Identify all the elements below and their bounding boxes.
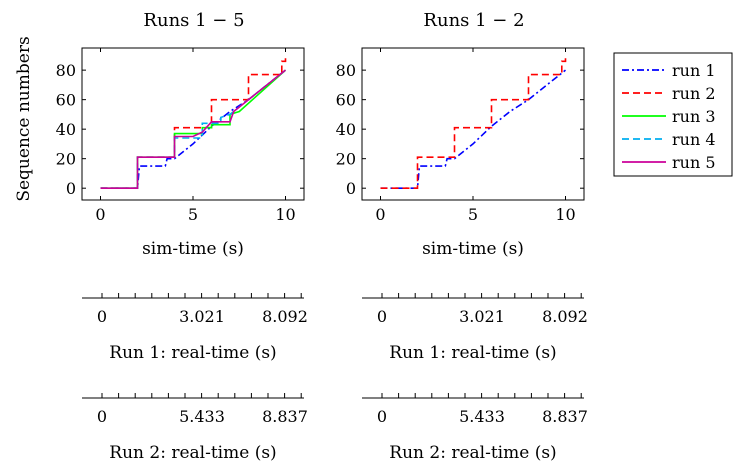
y-tick-label: 20 bbox=[56, 150, 76, 169]
series-group bbox=[100, 55, 287, 189]
series-line-run-5 bbox=[100, 69, 286, 189]
series-line-run-2 bbox=[100, 55, 287, 189]
x-axis-label: sim-time (s) bbox=[142, 239, 244, 259]
axis-tick-label: 0 bbox=[377, 307, 387, 326]
x-axis-label: sim-time (s) bbox=[422, 239, 524, 259]
series-line-run-3 bbox=[100, 69, 287, 189]
x-tick-label: 0 bbox=[375, 205, 385, 224]
real-time-axis-run2-col1: 0 5.433 8.837 Run 2: real-time (s) bbox=[82, 393, 308, 463]
axis-tick-label: 0 bbox=[97, 307, 107, 326]
y-tick-label: 80 bbox=[56, 61, 76, 80]
plot-frame bbox=[361, 47, 585, 201]
chart-panel-2: Runs 1 − 2 0 5 10 0 20 40 60 80 sim-time (s) bbox=[336, 10, 585, 259]
axis-title: Run 1: real-time (s) bbox=[109, 343, 276, 363]
chart-title: Runs 1 − 5 bbox=[143, 10, 244, 31]
axis-title: Run 1: real-time (s) bbox=[389, 343, 556, 363]
y-tick-label: 40 bbox=[336, 120, 356, 139]
x-tick-label: 5 bbox=[188, 205, 198, 224]
axis-tick-label: 0 bbox=[377, 407, 387, 426]
legend-label: run 4 bbox=[672, 130, 716, 149]
axis-title: Run 2: real-time (s) bbox=[389, 443, 556, 463]
legend-label: run 1 bbox=[672, 61, 716, 80]
real-time-axis-run1-col2: 0 3.021 8.092 Run 1: real-time (s) bbox=[362, 293, 588, 363]
x-tick-label: 0 bbox=[95, 205, 105, 224]
legend-label: run 2 bbox=[672, 84, 716, 103]
y-tick-label: 20 bbox=[336, 150, 356, 169]
series-line-run-1 bbox=[100, 69, 286, 189]
axis-title: Run 2: real-time (s) bbox=[109, 443, 276, 463]
chart-title: Runs 1 − 2 bbox=[423, 10, 524, 31]
axis-tick-label: 5.433 bbox=[179, 407, 225, 426]
axis-tick-label: 5.433 bbox=[459, 407, 505, 426]
axis-tick-label: 3.021 bbox=[459, 307, 505, 326]
legend: run 1 run 2 run 3 run 4 run 5 bbox=[613, 52, 733, 177]
axis-tick-label: 8.837 bbox=[542, 407, 588, 426]
x-tick-label: 10 bbox=[555, 205, 575, 224]
plot-frame bbox=[81, 47, 305, 201]
axis-tick-label: 0 bbox=[97, 407, 107, 426]
y-tick-label: 40 bbox=[56, 120, 76, 139]
axis-tick-label: 8.837 bbox=[262, 407, 308, 426]
legend-box bbox=[613, 52, 733, 177]
x-tick-label: 10 bbox=[275, 205, 295, 224]
y-tick-label: 0 bbox=[346, 179, 356, 198]
series-line-run-2 bbox=[380, 55, 567, 189]
series-group bbox=[380, 55, 567, 189]
axis-tick-label: 8.092 bbox=[262, 307, 308, 326]
series-line-run-1 bbox=[380, 69, 566, 189]
y-tick-label: 0 bbox=[66, 179, 76, 198]
y-tick-label: 80 bbox=[336, 61, 356, 80]
legend-label: run 3 bbox=[672, 107, 716, 126]
y-axis-label: Sequence numbers bbox=[14, 36, 34, 201]
legend-label: run 5 bbox=[672, 153, 716, 172]
y-tick-label: 60 bbox=[336, 91, 356, 110]
chart-panels: Runs 1 − 5 0 5 10 0 20 40 60 80 sim-time (s) Seque… bbox=[14, 10, 585, 259]
real-time-axis-run2-col2: 0 5.433 8.837 Run 2: real-time (s) bbox=[362, 393, 588, 463]
axis-tick-label: 3.021 bbox=[179, 307, 225, 326]
axis-tick-label: 8.092 bbox=[542, 307, 588, 326]
x-tick-label: 5 bbox=[468, 205, 478, 224]
series-line-run-4 bbox=[100, 69, 286, 189]
y-tick-label: 60 bbox=[56, 91, 76, 110]
chart-panel-1: Runs 1 − 5 0 5 10 0 20 40 60 80 sim-time (s) Seque… bbox=[14, 10, 305, 259]
real-time-axis-run1-col1: 0 3.021 8.092 Run 1: real-time (s) bbox=[82, 293, 308, 363]
